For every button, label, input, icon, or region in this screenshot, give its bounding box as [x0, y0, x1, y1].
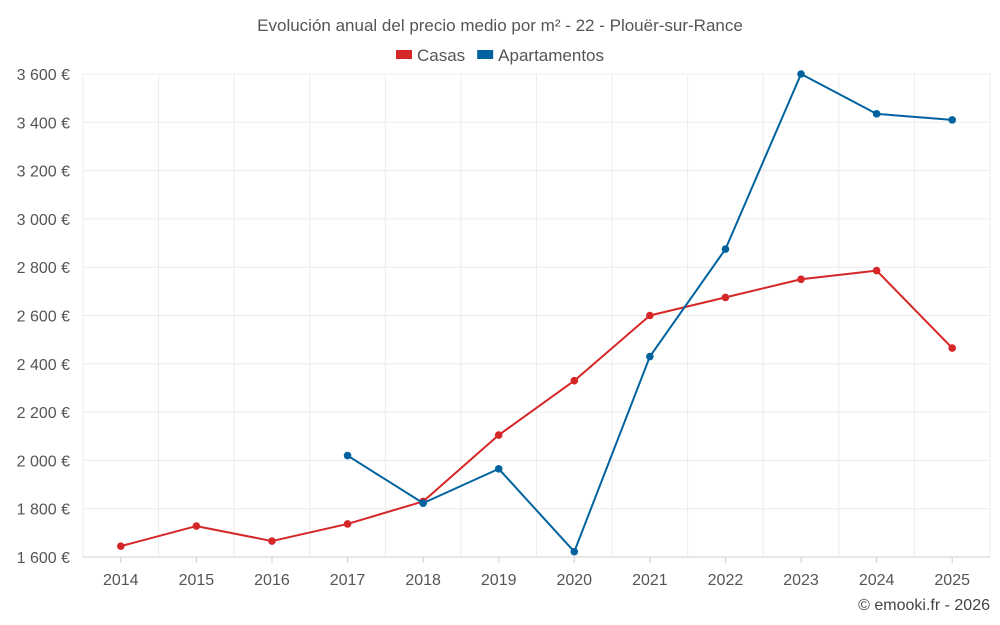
data-point[interactable]: [343, 451, 352, 460]
x-tick-label: 2018: [405, 572, 441, 589]
data-point[interactable]: [494, 431, 503, 439]
y-tick-label: 3 400 €: [17, 115, 70, 132]
data-point[interactable]: [646, 311, 654, 320]
x-tick-label: 2022: [708, 572, 744, 589]
data-point[interactable]: [116, 542, 125, 550]
x-tick-label: 2014: [103, 572, 139, 589]
y-tick-label: 2 400 €: [17, 357, 70, 374]
data-point[interactable]: [646, 352, 654, 361]
y-tick-label: 3 600 €: [17, 67, 70, 84]
legend-label: Apartamentos: [498, 46, 604, 65]
series-group: [116, 70, 957, 556]
x-tick-label: 2021: [632, 572, 668, 589]
credit-text: © emooki.fr - 2026: [858, 597, 990, 614]
grid: [82, 73, 991, 558]
legend-label: Casas: [417, 46, 465, 65]
x-tick-label: 2016: [254, 572, 290, 589]
x-tick-label: 2020: [556, 572, 592, 589]
x-tick-label: 2019: [481, 572, 517, 589]
legend-swatch: [395, 50, 412, 59]
series-apartamentos: [343, 70, 957, 556]
data-point[interactable]: [872, 110, 881, 118]
data-point[interactable]: [721, 293, 730, 302]
data-point[interactable]: [570, 376, 579, 385]
chart-title: Evolución anual del precio medio por m² …: [257, 16, 743, 35]
data-point[interactable]: [948, 344, 957, 352]
legend-swatch: [477, 50, 494, 59]
y-tick-label: 2 200 €: [17, 405, 70, 422]
data-point[interactable]: [872, 266, 881, 275]
y-tick-label: 1 600 €: [17, 550, 70, 567]
y-tick-label: 2 000 €: [17, 453, 70, 470]
x-tick-label: 2017: [330, 572, 366, 589]
data-point[interactable]: [721, 245, 730, 253]
y-tick-label: 1 800 €: [17, 502, 70, 519]
legend-item-casas[interactable]: Casas: [395, 46, 465, 65]
data-point[interactable]: [343, 520, 352, 528]
data-point[interactable]: [948, 116, 957, 124]
data-point[interactable]: [192, 522, 201, 530]
y-tick-label: 3 200 €: [17, 164, 70, 181]
series-line: [120, 269, 953, 548]
data-point[interactable]: [797, 275, 805, 284]
legend: Casas Apartamentos: [395, 46, 604, 65]
x-tick-label: 2023: [783, 572, 819, 589]
x-tick-label: 2025: [934, 572, 970, 589]
y-tick-label: 2 600 €: [17, 309, 70, 326]
y-tick-label: 3 000 €: [17, 212, 70, 229]
x-tick-label: 2015: [179, 572, 215, 589]
data-point[interactable]: [797, 70, 805, 78]
data-point[interactable]: [494, 465, 503, 473]
data-point[interactable]: [419, 499, 427, 507]
x-tick-label: 2024: [859, 572, 895, 589]
y-tick-label: 2 800 €: [17, 260, 70, 277]
axes: 1 600 € 1 800 € 2 000 € 2 200 € 2 400 € 2 600…: [17, 67, 990, 589]
legend-item-apartamentos[interactable]: Apartamentos: [477, 46, 604, 65]
data-point[interactable]: [570, 547, 579, 556]
data-point[interactable]: [268, 537, 276, 545]
